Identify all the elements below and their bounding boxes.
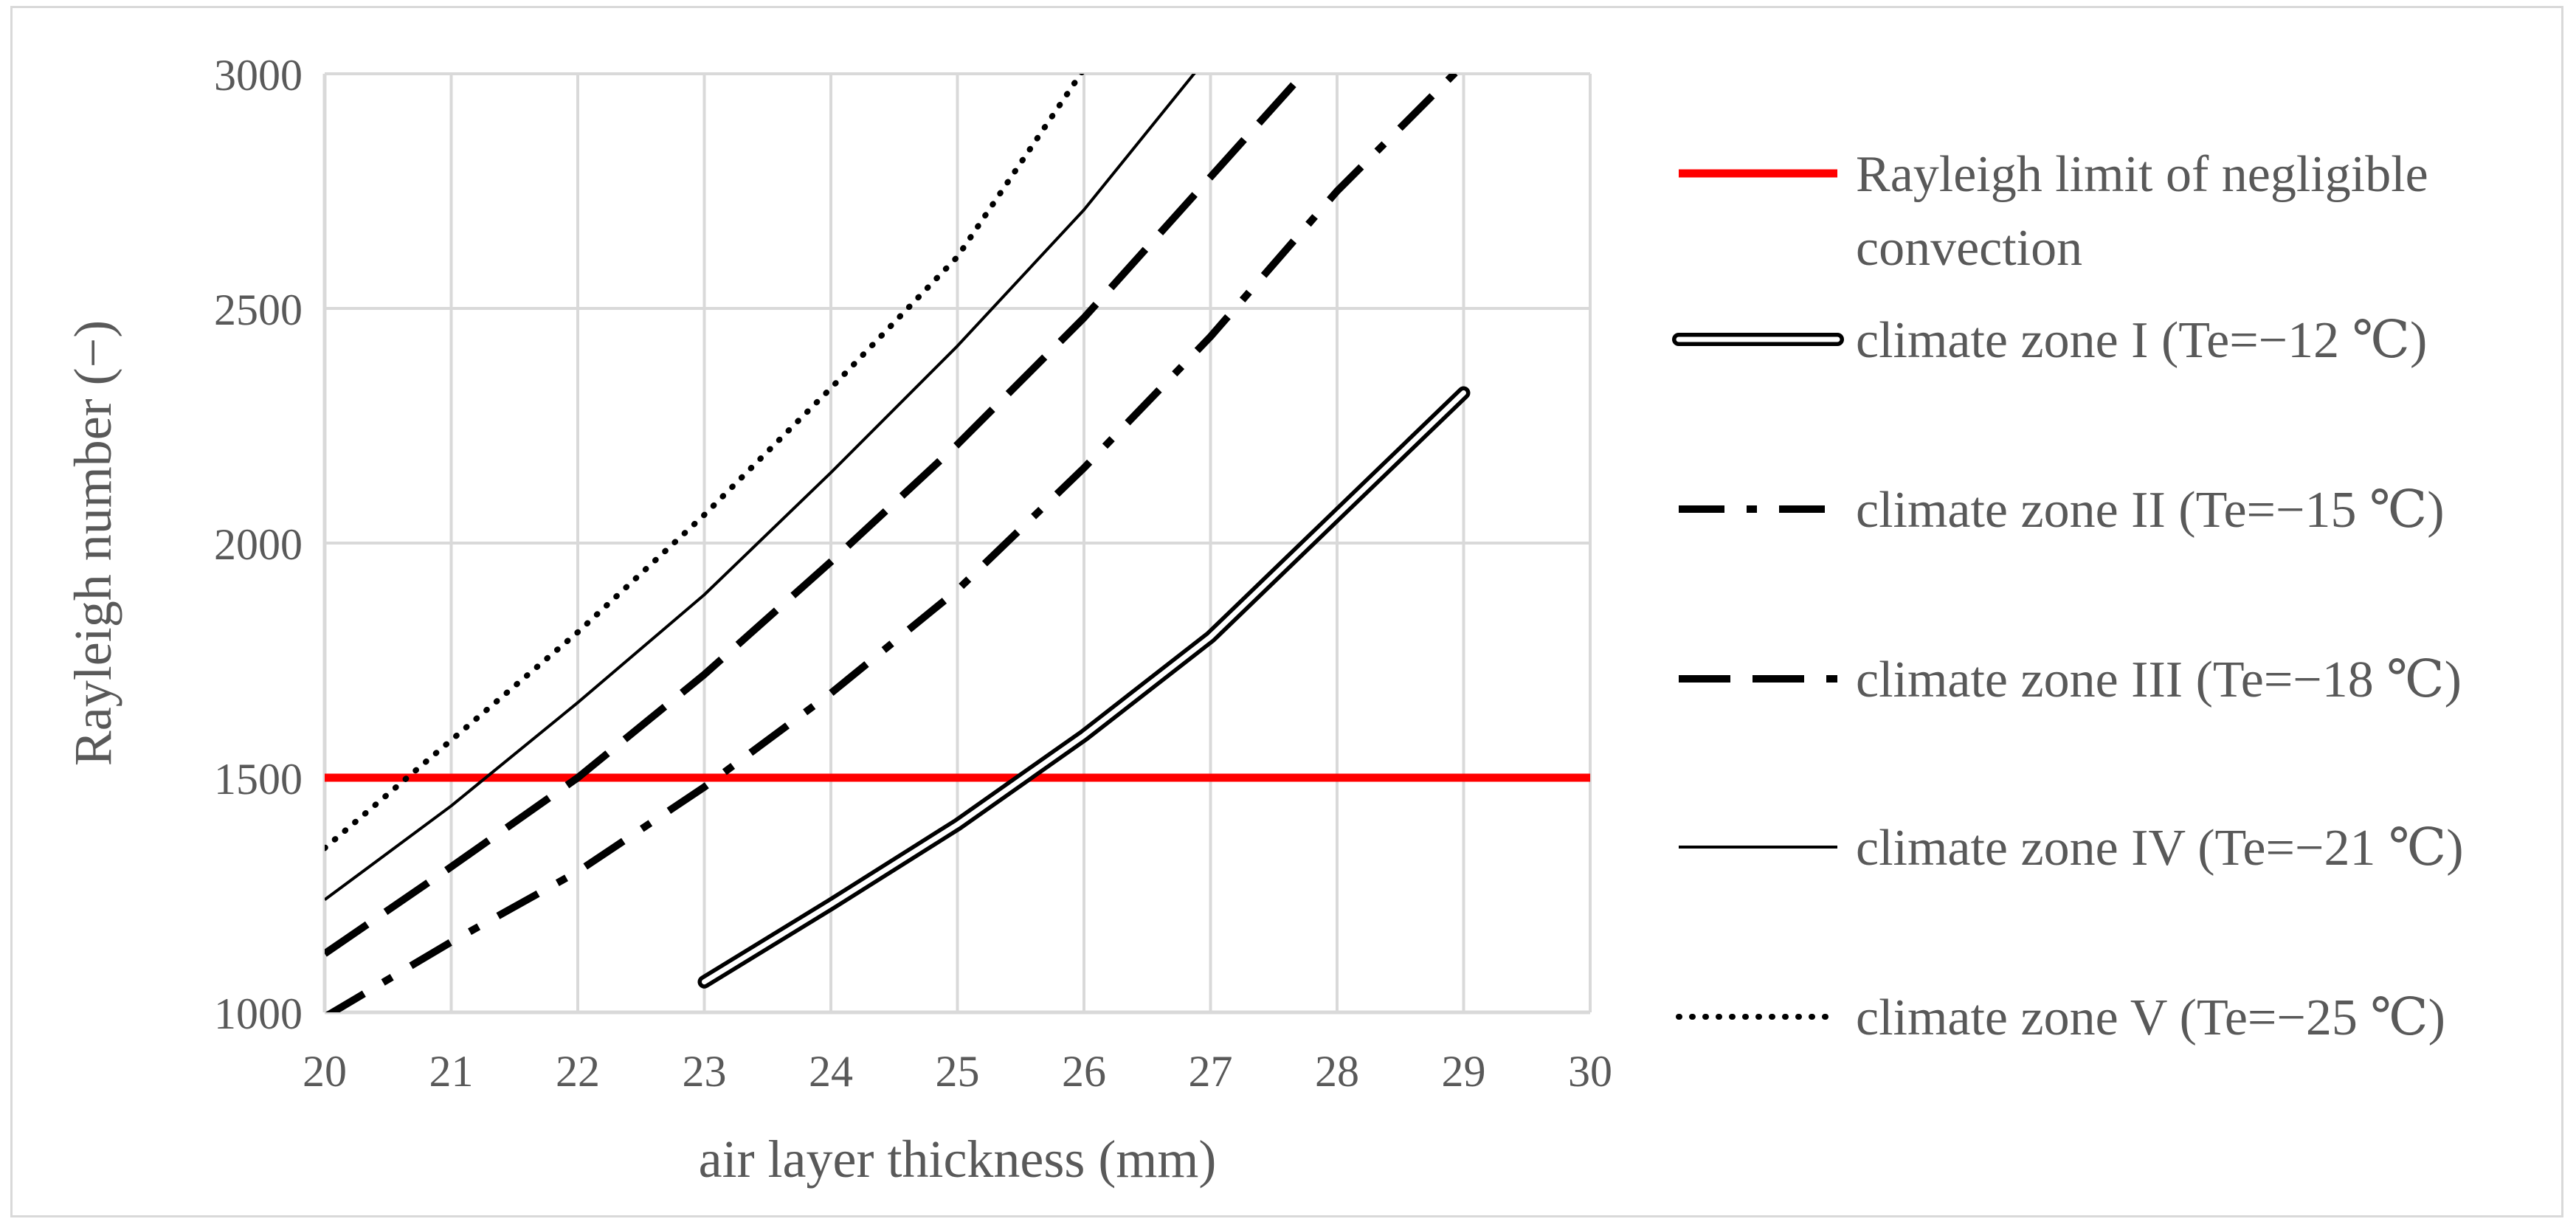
x-tick-label: 20 [303, 1047, 347, 1096]
legend: Rayleigh limit of negligible convection cl… [1672, 146, 2464, 1046]
y-axis-title: Rayleigh number (−) [63, 320, 122, 766]
legend-label: climate zone V (Te=−25 ℃) [1856, 989, 2445, 1046]
y-tick-labels: 1000 1500 2000 2500 3000 [214, 51, 303, 1038]
y-tick-label: 1500 [214, 755, 303, 804]
grid [323, 72, 1592, 1014]
x-tick-label: 25 [936, 1047, 980, 1096]
x-tick-label: 28 [1315, 1047, 1359, 1096]
x-tick-label: 22 [556, 1047, 600, 1096]
series-3-line [325, 74, 1309, 957]
y-tick-label: 2000 [214, 520, 303, 569]
x-tick-label: 29 [1442, 1047, 1486, 1096]
series-5-line [325, 74, 1085, 851]
x-tick-label: 27 [1189, 1047, 1233, 1096]
legend-label: climate zone II (Te=−15 ℃) [1856, 482, 2445, 539]
legend-item-2: climate zone II (Te=−15 ℃) [1679, 482, 2445, 539]
legend-item-1: climate zone I (Te=−12 ℃) [1672, 312, 2427, 369]
legend-label: Rayleigh limit of negligible [1856, 146, 2428, 203]
axes [322, 74, 1590, 1015]
legend-label: climate zone IV (Te=−21 ℃) [1856, 820, 2464, 877]
legend-label: convection [1856, 220, 2082, 277]
x-tick-label: 30 [1568, 1047, 1612, 1096]
series-2-line [325, 74, 1460, 1012]
y-tick-label: 3000 [214, 51, 303, 100]
x-tick-label: 21 [429, 1047, 474, 1096]
legend-item-0: Rayleigh limit of negligible convection [1679, 146, 2428, 277]
series-4-line [325, 74, 1196, 902]
x-tick-label: 23 [683, 1047, 727, 1096]
legend-label: climate zone III (Te=−18 ℃) [1856, 652, 2462, 708]
y-tick-label: 1000 [214, 989, 303, 1038]
x-tick-labels: 20 21 22 23 24 25 26 27 28 29 30 [303, 1047, 1612, 1096]
y-tick-label: 2500 [214, 286, 303, 334]
series-1-line [697, 386, 1471, 989]
series-lines [325, 74, 1590, 1012]
x-tick-label: 24 [809, 1047, 853, 1096]
legend-label: climate zone I (Te=−12 ℃) [1856, 312, 2427, 369]
legend-item-5: climate zone V (Te=−25 ℃) [1676, 989, 2445, 1046]
x-tick-label: 26 [1062, 1047, 1106, 1096]
x-axis-title: air layer thickness (mm) [699, 1130, 1217, 1189]
chart-frame [10, 6, 2563, 1217]
legend-item-4: climate zone IV (Te=−21 ℃) [1679, 820, 2464, 877]
legend-item-3: climate zone III (Te=−18 ℃) [1679, 652, 2462, 708]
